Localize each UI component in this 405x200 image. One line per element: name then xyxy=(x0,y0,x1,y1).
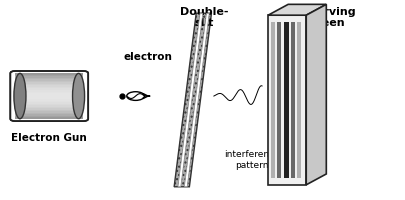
Text: electron: electron xyxy=(123,52,172,62)
Bar xyxy=(15,108,83,110)
Bar xyxy=(15,92,83,93)
Bar xyxy=(15,84,83,85)
Bar xyxy=(15,101,83,102)
Bar xyxy=(15,85,83,87)
Bar xyxy=(15,99,83,101)
Bar xyxy=(15,113,83,114)
Ellipse shape xyxy=(72,73,84,119)
Bar xyxy=(290,22,294,178)
Bar xyxy=(15,98,83,99)
Ellipse shape xyxy=(14,73,26,119)
Bar xyxy=(15,111,83,113)
Bar xyxy=(284,22,288,178)
Text: Observing
screen: Observing screen xyxy=(292,7,355,28)
Polygon shape xyxy=(305,4,326,185)
Bar xyxy=(15,95,83,96)
Bar xyxy=(296,22,300,178)
Bar xyxy=(15,82,83,84)
Bar xyxy=(277,22,280,178)
Bar xyxy=(15,102,83,104)
Bar xyxy=(15,96,83,98)
Bar xyxy=(15,93,83,95)
Bar xyxy=(15,79,83,81)
Bar xyxy=(15,104,83,105)
Text: Electron Gun: Electron Gun xyxy=(11,133,87,143)
Bar xyxy=(15,117,83,119)
Bar xyxy=(15,75,83,76)
Polygon shape xyxy=(174,13,211,187)
Polygon shape xyxy=(177,13,202,187)
Bar xyxy=(15,76,83,78)
Bar xyxy=(15,88,83,90)
Text: interference
pattern: interference pattern xyxy=(224,150,279,170)
Polygon shape xyxy=(267,4,326,15)
Bar xyxy=(15,107,83,108)
Polygon shape xyxy=(267,15,305,185)
Bar xyxy=(15,87,83,88)
Bar xyxy=(15,105,83,107)
Bar xyxy=(15,114,83,116)
Bar xyxy=(15,73,83,75)
Bar xyxy=(15,110,83,111)
Bar xyxy=(271,22,274,178)
Text: Double-
slit: Double- slit xyxy=(179,7,228,28)
Bar xyxy=(15,78,83,79)
Polygon shape xyxy=(184,13,209,187)
Bar xyxy=(15,81,83,82)
Bar xyxy=(15,116,83,117)
Bar xyxy=(15,90,83,92)
